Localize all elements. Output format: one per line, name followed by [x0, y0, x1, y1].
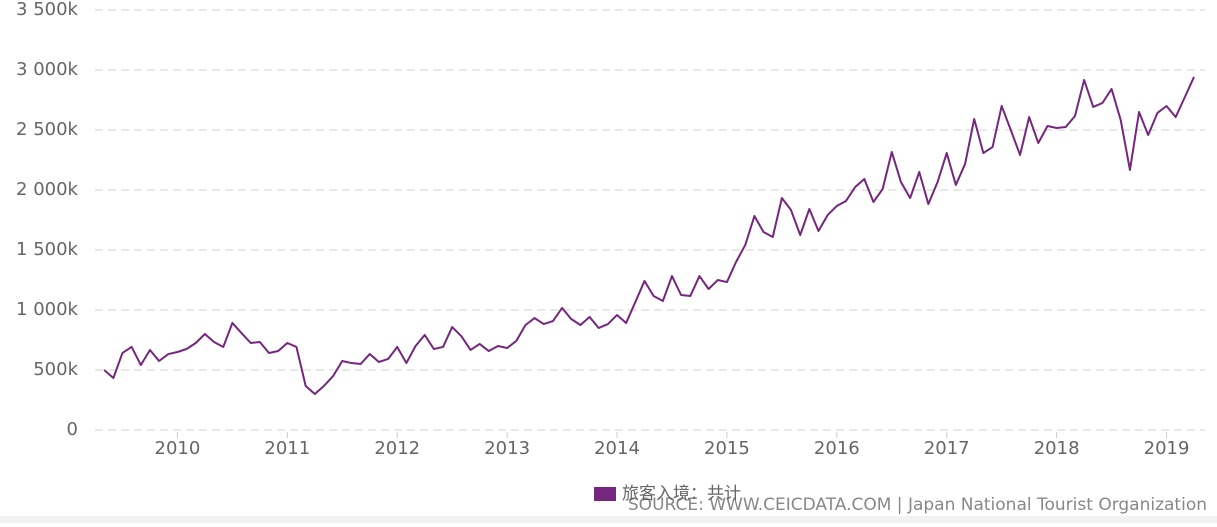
y-tick-label: 1 500k	[16, 239, 79, 260]
y-tick-label: 1 000k	[16, 299, 79, 320]
y-tick-label: 0	[67, 419, 78, 440]
x-tick-label: 2010	[155, 438, 201, 459]
footer-band	[0, 516, 1217, 523]
legend-label: 旅客入境：共计	[622, 484, 741, 504]
x-tick-label: 2016	[814, 438, 860, 459]
y-tick-label: 2 000k	[16, 179, 79, 200]
x-tick-label: 2014	[594, 438, 640, 459]
x-tick-label: 2019	[1144, 438, 1190, 459]
legend-swatch	[594, 487, 616, 501]
x-tick-label: 2011	[264, 438, 310, 459]
y-tick-label: 2 500k	[16, 119, 79, 140]
line-series	[103, 76, 1195, 395]
x-tick-label: 2013	[484, 438, 530, 459]
y-tick-label: 500k	[33, 359, 78, 380]
x-tick-label: 2018	[1034, 438, 1080, 459]
x-tick-label: 2012	[374, 438, 420, 459]
x-tick-label: 2017	[924, 438, 970, 459]
y-tick-label: 3 000k	[16, 59, 79, 80]
source-note: SOURCE: WWW.CEICDATA.COM | Japan Nationa…	[628, 495, 1207, 515]
y-tick-label: 3 500k	[16, 0, 79, 20]
x-tick-label: 2015	[704, 438, 750, 459]
